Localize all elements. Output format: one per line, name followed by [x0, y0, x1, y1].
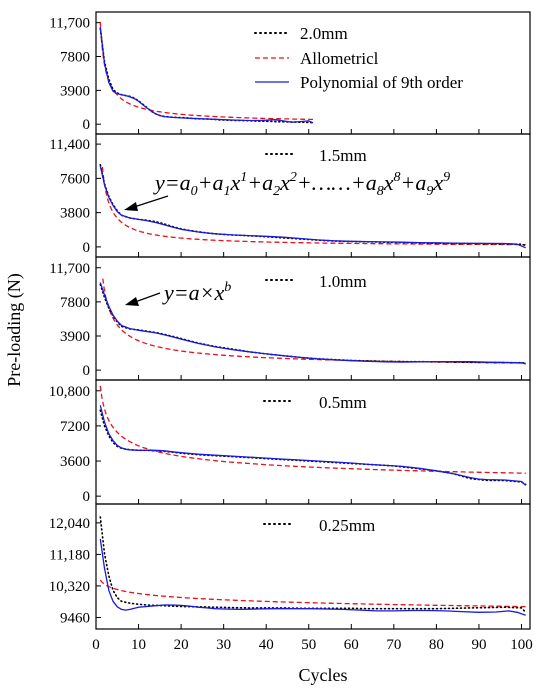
polynomial-fit-line-0: [99, 26, 314, 124]
panel-labels: 1.5mm 1.0mm 0.5mm 0.25mm: [263, 146, 375, 535]
polynomial-equation: y=a0+a1x1+a2x2+……+a8x8+a9x9: [153, 170, 450, 199]
polynomial-equation-arrowhead: [124, 202, 138, 211]
y-tick-label-0-0: 0: [83, 117, 91, 133]
y-tick-label-1-3: 11,400: [49, 137, 90, 153]
x-tick-label-3: 30: [216, 637, 231, 653]
x-tick-label-4: 40: [259, 637, 274, 653]
x-tick-label-8: 80: [429, 637, 444, 653]
x-tick-label-1: 10: [131, 637, 146, 653]
legend-label-allometric: Allometricl: [300, 49, 379, 68]
allometric-fit-line-0: [99, 21, 313, 121]
y-tick-label-4-3: 12,040: [49, 516, 90, 532]
x-tick-label-5: 50: [301, 637, 316, 653]
x-tick-label-0: 0: [92, 637, 100, 653]
legend-label-data: 2.0mm: [300, 24, 348, 43]
x-axis-title: Cycles: [299, 665, 348, 685]
panel-series-1: [99, 164, 527, 249]
data-series-line-3: [99, 409, 527, 486]
y-tick-label-2-2: 7800: [60, 295, 90, 311]
panel-series-2: [99, 278, 527, 365]
polynomial-fit-line-1: [99, 165, 526, 249]
polynomial-fit-line-2: [99, 282, 526, 365]
y-tick-label-0-1: 3900: [60, 83, 90, 99]
polynomial-fit-line-4: [99, 538, 526, 616]
x-tick-label-6: 60: [344, 637, 359, 653]
y-tick-label-2-3: 11,700: [49, 261, 90, 277]
data-series-line-4: [99, 516, 527, 614]
panel-frame-1: [95, 133, 531, 258]
y-tick-label-2-0: 0: [83, 363, 91, 379]
panel-series-4: [99, 516, 527, 616]
polynomial-equation-arrow: [133, 195, 169, 208]
x-tick-label-2: 20: [174, 637, 189, 653]
panel-label-3: 0.5mm: [319, 393, 367, 412]
y-tick-label-2-1: 3900: [60, 329, 90, 345]
y-tick-label-1-2: 7600: [60, 171, 90, 187]
y-tick-label-3-2: 7200: [60, 419, 90, 435]
y-tick-label-0-3: 11,700: [49, 16, 90, 32]
allometric-fit-line-3: [99, 385, 526, 474]
panel-frame-4: [95, 503, 531, 630]
allometric-fit-line-1: [101, 166, 526, 246]
y-tick-label-3-0: 0: [83, 489, 91, 505]
legend: 2.0mm Allometricl Polynomial of 9th orde…: [254, 24, 463, 92]
y-tick-label-0-2: 7800: [60, 50, 90, 66]
panel-frame-3: [95, 379, 531, 505]
panel-series-0: [99, 21, 314, 124]
x-tick-label-7: 70: [386, 637, 401, 653]
y-tick-label-1-1: 3800: [60, 206, 90, 222]
allometric-fit-line-4: [99, 579, 526, 608]
chart-panels: 0 3900 7800 11,700 0 3800 7600 11,400 0 3900 7800 1…: [49, 11, 533, 653]
allometric-equation-arrow: [134, 292, 161, 303]
y-tick-label-4-2: 11,180: [49, 547, 90, 563]
panel-label-1: 1.5mm: [319, 146, 367, 165]
allometric-equation-arrowhead: [125, 297, 139, 306]
y-tick-label-4-0: 9460: [60, 610, 90, 626]
panel-series-3: [99, 385, 527, 486]
y-axis-title: Pre-loading (N): [4, 273, 25, 386]
y-tick-label-3-3: 10,800: [49, 384, 90, 400]
legend-label-polynomial: Polynomial of 9th order: [300, 73, 463, 92]
x-tick-label-9: 90: [471, 637, 486, 653]
allometric-equation: y=a×xb: [162, 280, 231, 305]
panel-label-2: 1.0mm: [319, 272, 367, 291]
x-tick-label-10: 100: [510, 637, 533, 653]
polynomial-fit-line-3: [99, 405, 527, 486]
data-series-line-0: [99, 27, 314, 124]
y-tick-label-1-0: 0: [83, 240, 91, 256]
y-tick-label-3-1: 3600: [60, 454, 90, 470]
y-tick-label-4-1: 10,320: [49, 579, 90, 595]
panel-label-4: 0.25mm: [319, 516, 375, 535]
